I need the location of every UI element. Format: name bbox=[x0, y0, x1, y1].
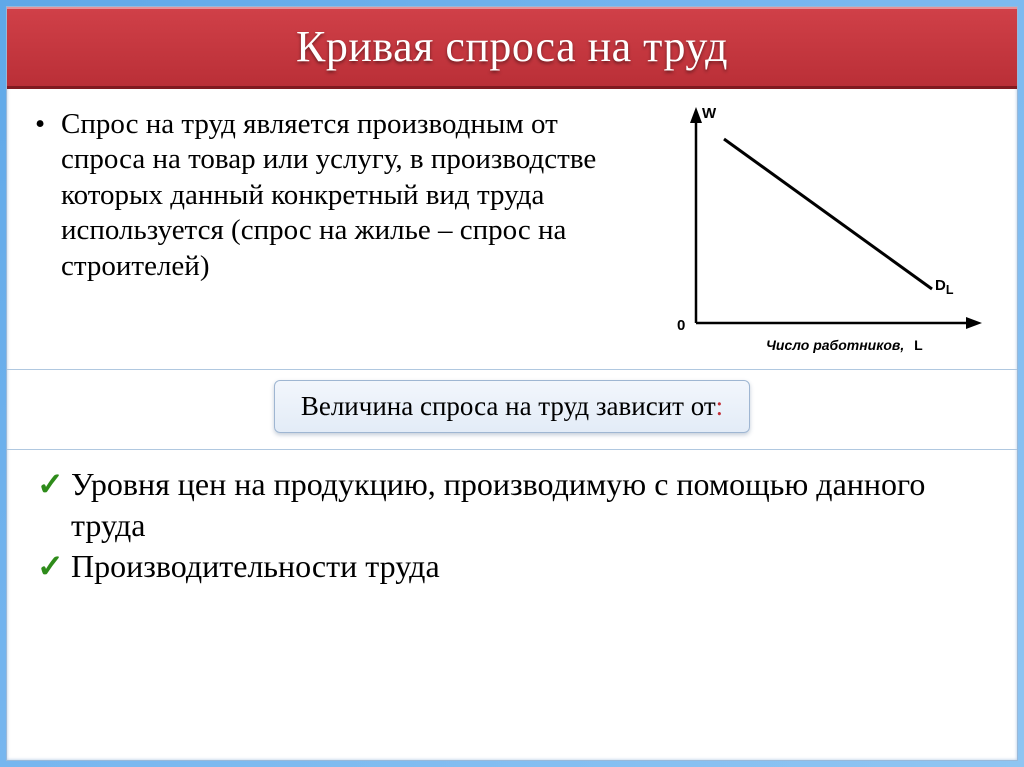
slide-title: Кривая спроса на труд bbox=[7, 7, 1017, 89]
factors-list: ✓ Уровня цен на продукцию, производимую … bbox=[7, 450, 1017, 603]
curve-label: DL bbox=[935, 277, 953, 297]
callout-text: Величина спроса на труд зависит от bbox=[301, 391, 716, 421]
callout-colon: : bbox=[716, 391, 724, 421]
slide-content: • Спрос на труд является производным от … bbox=[7, 89, 1017, 760]
bullet-dot: • bbox=[35, 107, 61, 284]
description-block: • Спрос на труд является производным от … bbox=[7, 89, 637, 369]
factor-text: Уровня цен на продукцию, производимую с … bbox=[71, 464, 997, 546]
x-axis-unit: L bbox=[914, 337, 923, 353]
origin-label: 0 bbox=[677, 317, 685, 334]
demand-curve-chart: W 0 DL Число работников, L bbox=[646, 103, 996, 363]
chart-cell: W 0 DL Число работников, L bbox=[637, 89, 1017, 369]
description-bullet: • Спрос на труд является производным от … bbox=[35, 107, 627, 284]
description-text: Спрос на труд является производным от сп… bbox=[61, 107, 627, 284]
callout-row: Величина спроса на труд зависит от: bbox=[7, 370, 1017, 450]
x-axis-label-text: Число работников, bbox=[766, 337, 904, 353]
curve-label-main: D bbox=[935, 277, 946, 294]
upper-row: • Спрос на труд является производным от … bbox=[7, 89, 1017, 370]
x-axis-label: Число работников, L bbox=[766, 337, 923, 353]
check-icon: ✓ bbox=[37, 546, 71, 587]
list-item: ✓ Уровня цен на продукцию, производимую … bbox=[37, 464, 997, 546]
list-item: ✓ Производительности труда bbox=[37, 546, 997, 587]
y-axis-label: W bbox=[702, 105, 716, 122]
check-icon: ✓ bbox=[37, 464, 71, 546]
chart-svg bbox=[646, 103, 996, 363]
callout-box: Величина спроса на труд зависит от: bbox=[274, 380, 750, 433]
factor-text: Производительности труда bbox=[71, 546, 440, 587]
slide: Кривая спроса на труд • Спрос на труд яв… bbox=[6, 6, 1018, 761]
curve-label-sub: L bbox=[946, 283, 954, 297]
